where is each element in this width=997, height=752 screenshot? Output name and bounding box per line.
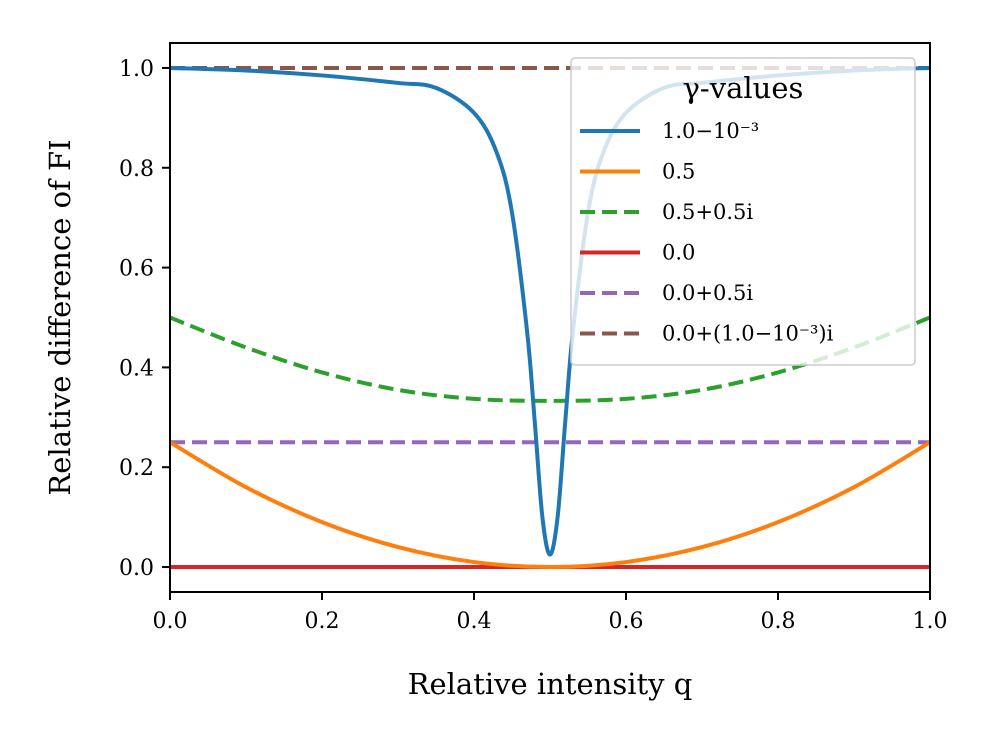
legend: γ-values 1.0−10⁻³ 0.5 0.5+0.5i 0.0 0.0+0.5i 0… xyxy=(570,57,916,366)
y-tick-label: 0.2 xyxy=(119,456,154,481)
plot-frame xyxy=(169,42,931,593)
legend-label-1: 1.0−10⁻³ xyxy=(662,119,759,143)
x-tick-label: 0.8 xyxy=(761,609,796,634)
x-tick-label: 0.6 xyxy=(609,609,644,634)
y-tick-label: 0.0 xyxy=(119,556,154,581)
legend-title: γ-values xyxy=(683,71,804,105)
legend-label-5: 0.0+0.5i xyxy=(662,281,753,305)
x-tick-label: 0.0 xyxy=(153,609,188,634)
tick-layer: 0.0 0.2 0.4 0.6 0.8 1.0 0.0 0.2 0.4 0.6 0.8 1.0 xyxy=(119,57,948,634)
legend-label-2: 0.5 xyxy=(662,160,695,184)
legend-label-3: 0.5+0.5i xyxy=(662,200,753,224)
y-axis-label: Relative difference of FI xyxy=(43,139,77,495)
legend-label-6: 0.0+(1.0−10⁻³)i xyxy=(662,322,834,346)
y-tick-label: 0.8 xyxy=(119,157,154,182)
legend-label-4: 0.0 xyxy=(662,241,695,265)
y-tick-label: 0.6 xyxy=(119,257,154,282)
x-tick-label: 1.0 xyxy=(913,609,948,634)
y-tick-label: 0.4 xyxy=(119,356,154,381)
x-axis-label: Relative intensity q xyxy=(408,667,693,701)
x-tick-label: 0.4 xyxy=(457,609,492,634)
y-tick-label: 1.0 xyxy=(119,57,154,82)
x-tick-label: 0.2 xyxy=(305,609,340,634)
legend-entries: 1.0−10⁻³ 0.5 0.5+0.5i 0.0 0.0+0.5i 0.0+(1.0−1… xyxy=(580,119,834,346)
legend-box xyxy=(570,57,916,366)
series-line-2 xyxy=(170,440,930,570)
